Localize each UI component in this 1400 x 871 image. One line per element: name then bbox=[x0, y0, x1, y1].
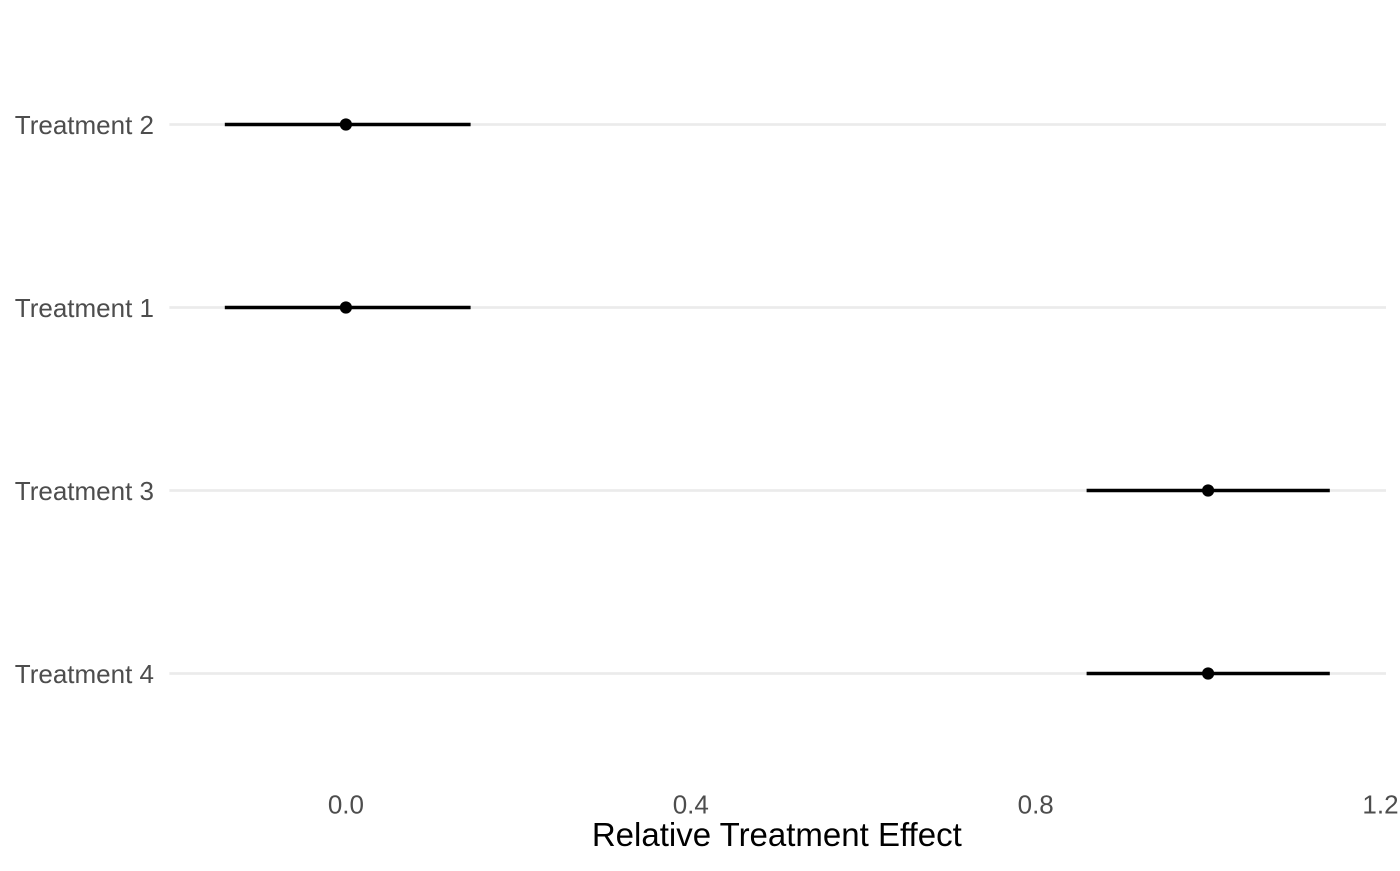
svg-text:Treatment 2: Treatment 2 bbox=[15, 110, 154, 140]
svg-text:0.8: 0.8 bbox=[1018, 790, 1054, 820]
svg-text:Treatment 1: Treatment 1 bbox=[15, 293, 154, 323]
svg-text:Relative Treatment Effect: Relative Treatment Effect bbox=[592, 816, 962, 853]
svg-text:Treatment 3: Treatment 3 bbox=[15, 476, 154, 506]
svg-text:1.2: 1.2 bbox=[1362, 790, 1398, 820]
svg-text:0.0: 0.0 bbox=[328, 790, 364, 820]
svg-text:Treatment 4: Treatment 4 bbox=[15, 659, 154, 689]
svg-text:0.4: 0.4 bbox=[673, 790, 709, 820]
